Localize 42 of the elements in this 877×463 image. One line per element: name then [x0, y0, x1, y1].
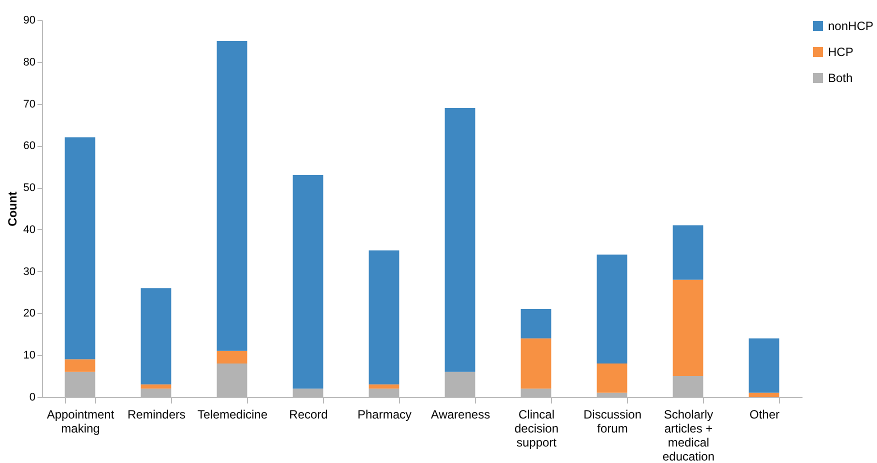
y-tick-label: 90 [23, 14, 36, 26]
bar [748, 338, 780, 393]
x-tick-label: Reminders [127, 408, 186, 422]
bar [748, 392, 780, 397]
bar [596, 254, 628, 364]
legend-label: HCP [828, 45, 854, 59]
x-tick-label: Pharmacy [357, 408, 412, 422]
bar [140, 384, 172, 389]
x-tick-label: Telemedicine [197, 408, 268, 422]
bar [444, 108, 476, 372]
y-tick-label: 60 [23, 140, 36, 152]
bar [368, 384, 400, 389]
y-tick-label: 30 [23, 266, 36, 278]
bar [216, 40, 248, 351]
bar [292, 174, 324, 389]
bar [520, 338, 552, 389]
x-tick-label: Awareness [430, 408, 490, 422]
bar [64, 137, 96, 360]
x-tick-label: Appointment making [46, 408, 115, 436]
bar [672, 280, 704, 376]
x-tick-label: Record [289, 408, 328, 422]
x-tick-label: Clincal decision support [514, 408, 559, 450]
x-tick-label: Scholarly articles + medical education [662, 408, 715, 463]
y-axis-title: Count [5, 192, 20, 226]
y-tick-label: 0 [29, 392, 36, 404]
legend-label: Both [828, 71, 853, 85]
bar [64, 359, 96, 372]
bar [140, 288, 172, 384]
y-tick-label: 50 [23, 182, 36, 194]
y-tick-label: 70 [23, 98, 36, 110]
y-tick-label: 80 [23, 56, 36, 68]
y-tick-label: 40 [23, 224, 36, 236]
x-tick-label: Other [749, 408, 780, 422]
x-tick-label: Discussion forum [583, 408, 642, 436]
bar [368, 250, 400, 384]
y-tick-label: 10 [23, 350, 36, 362]
bar [216, 350, 248, 364]
y-tick-label: 20 [23, 308, 36, 320]
legend-label: nonHCP [828, 19, 874, 33]
bar [520, 309, 552, 338]
bar [596, 363, 628, 393]
bar [672, 225, 704, 280]
